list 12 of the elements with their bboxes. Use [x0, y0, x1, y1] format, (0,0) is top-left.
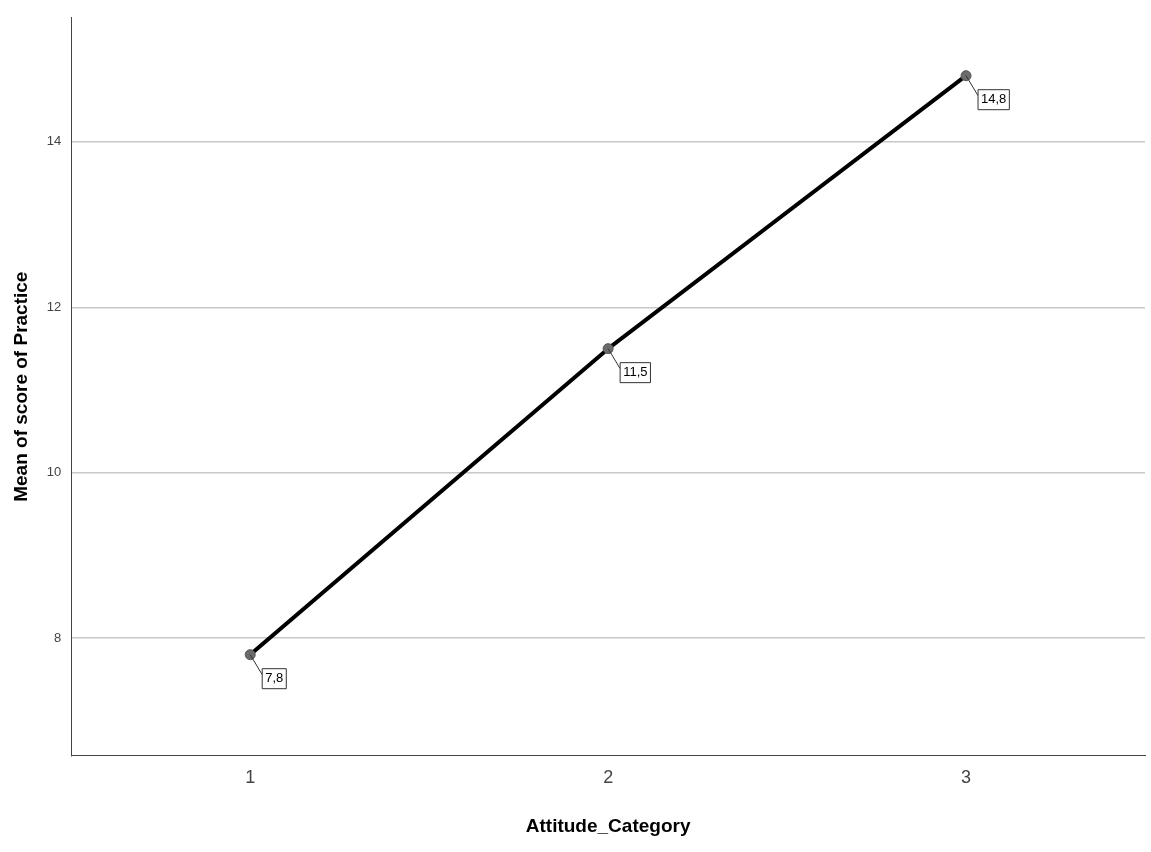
data-label: 7,8 — [265, 670, 284, 686]
y-tick-label: 12 — [46, 298, 62, 314]
y-tick-label: 10 — [46, 464, 62, 480]
data-label: 14,8 — [981, 91, 1007, 107]
x-tick-label: 3 — [961, 767, 972, 788]
y-tick-label: 14 — [46, 133, 62, 149]
y-tick-label: 8 — [54, 629, 62, 645]
data-label: 11,5 — [623, 364, 648, 380]
x-axis-title: Attitude_Category — [525, 814, 691, 836]
x-tick-label: 2 — [603, 767, 614, 788]
x-tick-label: 1 — [245, 767, 256, 788]
y-axis-title: Mean of score of Practice — [9, 271, 31, 502]
